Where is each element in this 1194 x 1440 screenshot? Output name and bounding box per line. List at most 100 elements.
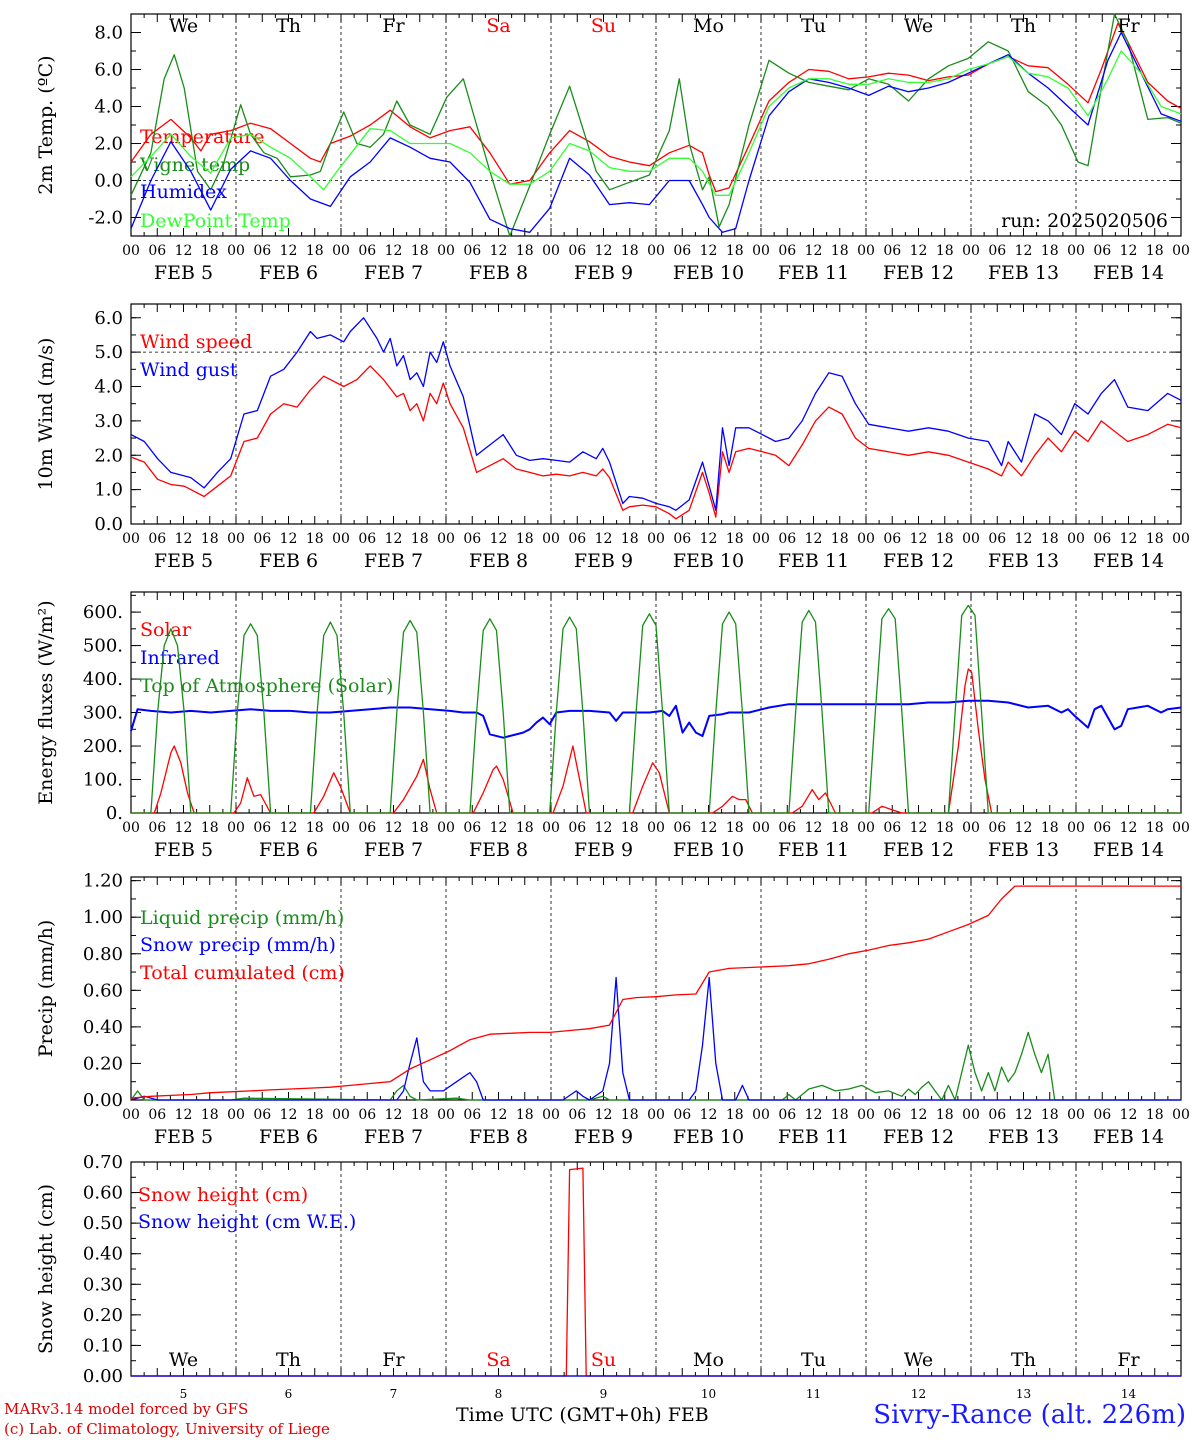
y-axis-label: Snow height (cm) — [35, 1184, 57, 1354]
hour-tick-label: 12 — [175, 531, 193, 547]
hour-tick-label: 18 — [516, 243, 534, 259]
hour-tick-label: 12 — [385, 820, 403, 836]
date-label: FEB 5 — [154, 839, 213, 861]
date-label: FEB 13 — [988, 262, 1059, 284]
hour-tick-label: 06 — [1093, 531, 1111, 547]
hour-tick-label: 18 — [411, 1107, 429, 1123]
hour-tick-label: 06 — [463, 531, 481, 547]
hour-tick-label: 12 — [700, 1107, 718, 1123]
weekday-label: We — [904, 15, 933, 37]
hour-tick-label: 06 — [883, 243, 901, 259]
hour-tick-label: 00 — [1067, 820, 1085, 836]
hour-tick-label: 18 — [1041, 531, 1059, 547]
hour-tick-label: 12 — [1015, 820, 1033, 836]
hour-tick-label: 18 — [936, 820, 954, 836]
series-line-wind-gust — [130, 317, 1182, 511]
hour-tick-label: 00 — [857, 243, 875, 259]
y-tick-label: 0.0 — [94, 171, 123, 192]
date-label: FEB 10 — [673, 839, 744, 861]
hour-tick-label: 00 — [227, 243, 245, 259]
hour-tick-label: 06 — [883, 531, 901, 547]
hour-tick-label: 12 — [595, 243, 613, 259]
y-tick-label: 2.0 — [94, 134, 123, 155]
hour-tick-label: 06 — [673, 531, 691, 547]
hour-tick-label: 12 — [1120, 531, 1138, 547]
hour-tick-label: 06 — [358, 820, 376, 836]
date-label: FEB 7 — [364, 550, 423, 572]
hour-tick-label: 18 — [726, 243, 744, 259]
hour-tick-label: 06 — [988, 243, 1006, 259]
hour-tick-label: 00 — [542, 820, 560, 836]
legend-entry: Humidex — [140, 181, 227, 203]
hour-tick-label: 18 — [306, 1107, 324, 1123]
hour-tick-label: 12 — [385, 531, 403, 547]
weekday-label: Fr — [1117, 15, 1140, 37]
date-label: FEB 7 — [364, 839, 423, 861]
hour-tick-label: 18 — [516, 1107, 534, 1123]
hour-tick-label: 12 — [175, 1107, 193, 1123]
legend-entry: DewPoint Temp — [140, 210, 291, 232]
day-number-label: 6 — [285, 1387, 293, 1401]
hour-tick-label: 18 — [201, 820, 219, 836]
legend-entry: Solar — [140, 619, 192, 641]
hour-tick-label: 18 — [411, 820, 429, 836]
hour-tick-label: 00 — [542, 243, 560, 259]
series-line-humidex — [130, 31, 1182, 233]
hour-tick-label: 06 — [253, 1107, 271, 1123]
date-label: FEB 10 — [673, 1126, 744, 1148]
hour-tick-label: 06 — [778, 243, 796, 259]
hour-tick-label: 00 — [1067, 243, 1085, 259]
date-label: FEB 8 — [469, 262, 528, 284]
day-number-label: 13 — [1016, 1387, 1031, 1401]
day-number-label: 8 — [495, 1387, 503, 1401]
hour-tick-label: 00 — [437, 243, 455, 259]
y-tick-label: 1.20 — [83, 871, 123, 892]
date-label: FEB 5 — [154, 550, 213, 572]
hour-tick-label: 06 — [988, 531, 1006, 547]
date-label: FEB 6 — [259, 550, 318, 572]
hour-tick-label: 06 — [253, 820, 271, 836]
hour-tick-label: 00 — [542, 531, 560, 547]
series-line-solar — [131, 668, 1181, 814]
hour-tick-label: 00 — [647, 1107, 665, 1123]
date-label: FEB 8 — [469, 839, 528, 861]
hour-tick-label: 00 — [1172, 531, 1190, 547]
date-label: FEB 7 — [364, 1126, 423, 1148]
hour-tick-label: 18 — [306, 820, 324, 836]
legend-entry: Wind gust — [140, 359, 238, 381]
y-tick-label: -2.0 — [88, 208, 123, 229]
date-label: FEB 12 — [883, 262, 954, 284]
y-tick-label: 0.40 — [83, 1244, 123, 1265]
hour-tick-label: 12 — [385, 1107, 403, 1123]
y-tick-label: 3.0 — [94, 411, 123, 432]
hour-tick-label: 18 — [621, 531, 639, 547]
legend-entry: Temperature — [140, 126, 264, 148]
hour-tick-label: 06 — [358, 243, 376, 259]
hour-tick-label: 06 — [883, 1107, 901, 1123]
hour-tick-label: 00 — [752, 531, 770, 547]
legend-entry: Vigne temp — [139, 154, 250, 176]
hour-tick-label: 18 — [201, 243, 219, 259]
hour-tick-label: 12 — [805, 820, 823, 836]
hour-tick-label: 06 — [778, 531, 796, 547]
hour-tick-label: 12 — [1120, 1107, 1138, 1123]
y-tick-label: 0.80 — [83, 944, 123, 965]
legend-entry: Snow height (cm) — [138, 1184, 308, 1206]
hour-tick-label: 06 — [568, 243, 586, 259]
series-line-temperature — [130, 22, 1182, 193]
hour-tick-label: 18 — [936, 1107, 954, 1123]
y-tick-label: 0.60 — [83, 980, 123, 1001]
weekday-label: Th — [1011, 1349, 1036, 1371]
hour-tick-label: 00 — [752, 243, 770, 259]
date-label: FEB 11 — [778, 550, 849, 572]
hour-tick-label: 18 — [831, 820, 849, 836]
hour-tick-label: 06 — [148, 531, 166, 547]
legend-entry: Infrared — [140, 647, 220, 669]
hour-tick-label: 12 — [700, 243, 718, 259]
date-label: FEB 12 — [883, 550, 954, 572]
date-label: FEB 10 — [673, 262, 744, 284]
hour-tick-label: 18 — [1146, 243, 1164, 259]
weekday-label: Fr — [1117, 1349, 1140, 1371]
date-label: FEB 8 — [469, 1126, 528, 1148]
